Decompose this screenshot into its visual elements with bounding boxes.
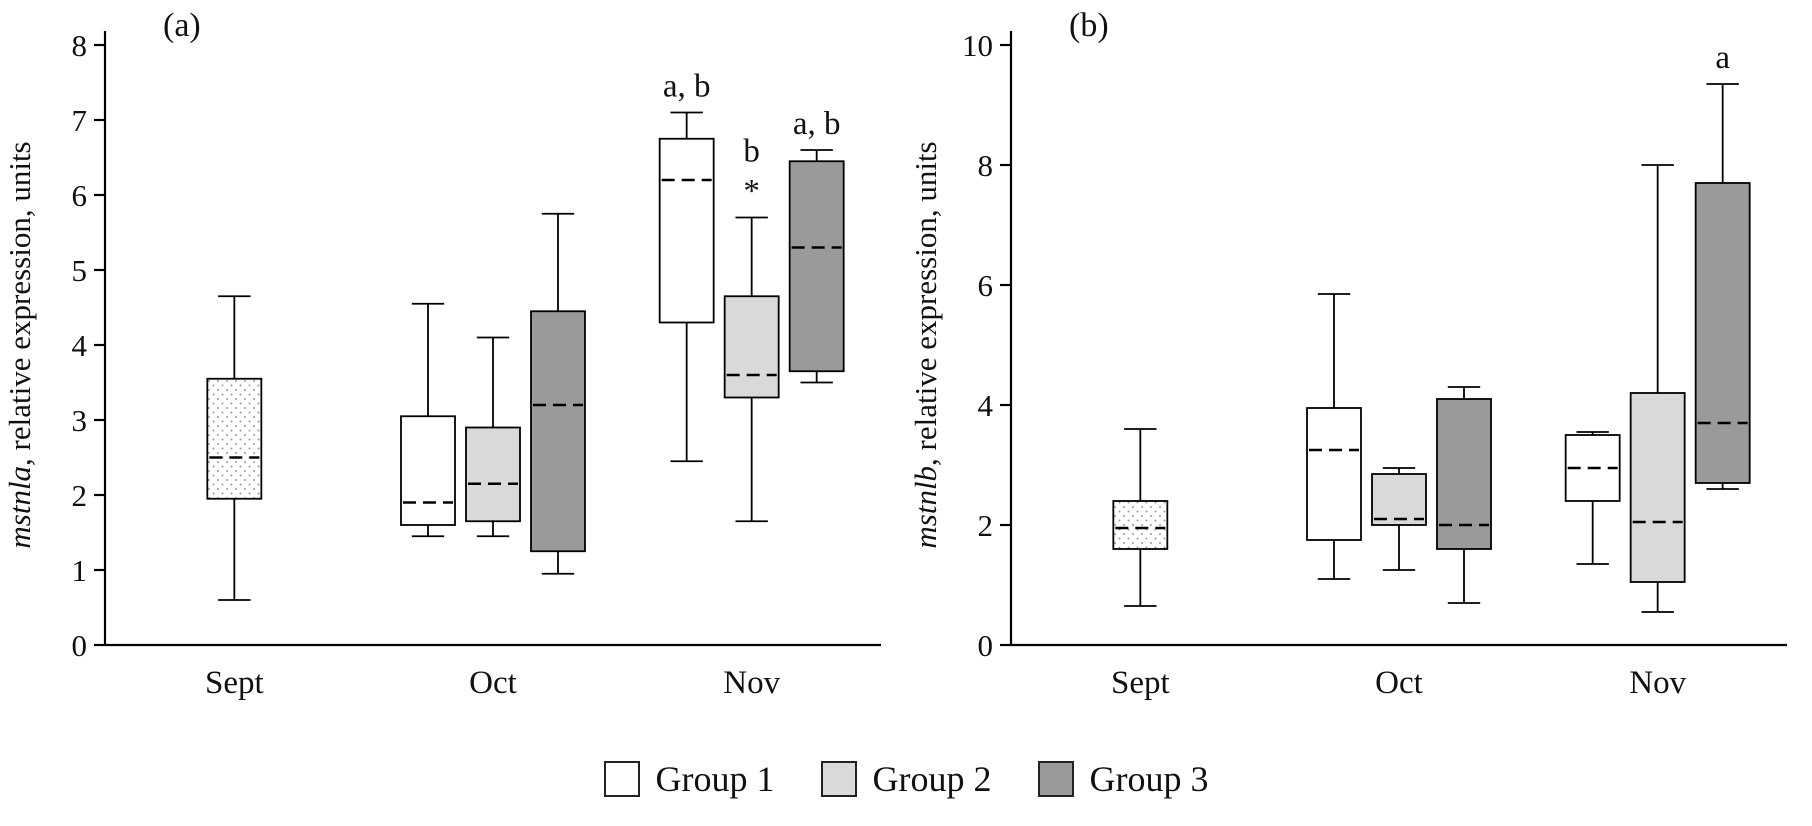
iqr-box [1112,500,1169,550]
boxplot-panel-a: 0 1 2 3 4 5 6 7 8 mstnla, relative expression, un… [2,7,881,701]
box-oct-group-3 [1436,386,1492,604]
significance-label: a, b [663,69,711,105]
iqr-box [530,310,586,553]
y-tick-label: 6 [72,178,88,213]
y-tick-label: 6 [978,268,994,303]
y-tick-label: 3 [72,403,88,438]
box-oct-group-2 [465,336,521,538]
iqr-box [1306,407,1362,541]
legend-label-group1: Group 1 [655,759,775,799]
iqr-box [658,137,715,324]
panel-b: 0 2 4 6 8 10 mstnlb, relative expression, unit… [906,0,1812,740]
box-nov-group-2 [1629,164,1686,613]
y-tick-label: 2 [978,508,994,543]
box-oct-group-2 [1371,467,1427,571]
iqr-box [465,426,521,523]
x-category-label: Oct [469,665,517,701]
significance-label: a, b [793,106,841,142]
legend-swatch-group2 [820,761,857,797]
x-category-label: Sept [1111,665,1170,701]
legend-swatch-group1 [603,761,640,797]
significance-label: * [743,174,760,210]
y-tick-label: 0 [978,628,994,663]
significance-label: a [1715,40,1730,76]
boxplot-panel-b: 0 2 4 6 8 10 mstnlb, relative expression, unit… [908,7,1787,701]
box-nov-group-3: a, b [788,106,845,384]
iqr-box [723,295,780,399]
y-tick-label: 4 [978,388,994,423]
y-tick-label: 8 [978,148,994,183]
panel-a: 0 1 2 3 4 5 6 7 8 mstnla, relative expression, un… [0,0,906,740]
y-tick-label: 1 [72,553,88,588]
legend-swatch-group3 [1037,761,1074,797]
box-oct-group-1 [400,302,456,538]
iqr-box [400,415,456,526]
legend-item-group1: Group 1 [603,758,775,800]
legend-item-group3: Group 3 [1037,758,1209,800]
box-nov-group-3: a [1694,40,1751,490]
legend: Group 1 Group 2 Group 3 [0,740,1812,818]
legend-label-group3: Group 3 [1089,759,1209,799]
legend-label-group2: Group 2 [872,759,992,799]
panel-label: (b) [1069,7,1109,44]
x-category-label: Oct [1375,665,1423,701]
iqr-box [1694,182,1751,484]
y-tick-label: 7 [72,103,88,138]
box-oct-group-3 [530,212,586,575]
iqr-box [1371,473,1427,526]
y-tick-label: 2 [72,478,88,513]
box-nov-group-2: b* [723,134,780,523]
y-axis-label: mstnlb, relative expression, units [908,141,943,548]
panel-label: (a) [163,7,201,44]
panels-row: 0 1 2 3 4 5 6 7 8 mstnla, relative expression, un… [0,0,1812,740]
y-axis-label: mstnla, relative expression, units [2,141,37,548]
x-category-label: Nov [723,665,780,701]
y-tick-label: 4 [72,328,88,363]
iqr-box [206,377,263,500]
iqr-box [1629,392,1686,583]
iqr-box [788,160,845,373]
y-tick-label: 5 [72,253,88,288]
box-sept-pooled [206,295,263,601]
box-oct-group-1 [1306,293,1362,580]
iqr-box [1436,398,1492,550]
box-nov-group-1: a, b [658,69,715,463]
y-tick-label: 8 [72,28,88,63]
box-sept-pooled [1112,428,1169,607]
significance-label: b [743,134,760,170]
x-category-label: Sept [205,665,264,701]
y-tick-label: 0 [72,628,88,663]
x-category-label: Nov [1629,665,1686,701]
legend-item-group2: Group 2 [820,758,992,800]
box-nov-group-1 [1564,431,1621,565]
y-tick-label: 10 [962,28,993,63]
